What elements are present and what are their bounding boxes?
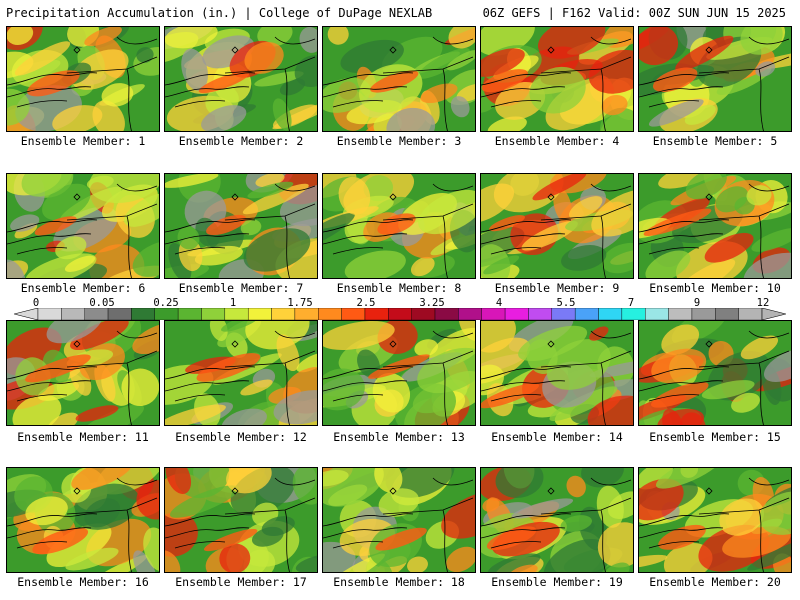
colorbar-tick-label: 1 xyxy=(229,297,237,309)
ensemble-member-label: Ensemble Member: 12 xyxy=(175,430,307,444)
colorbar-swatch xyxy=(668,308,693,320)
colorbar-swatch xyxy=(434,308,459,320)
colorbar-swatch xyxy=(621,308,646,320)
ensemble-member-map xyxy=(638,26,792,132)
ensemble-member-label: Ensemble Member: 16 xyxy=(17,575,149,589)
ensemble-member-map xyxy=(164,26,318,132)
colorbar-swatch xyxy=(131,308,155,320)
colorbar-swatch xyxy=(318,308,342,320)
ensemble-member-label: Ensemble Member: 20 xyxy=(649,575,781,589)
ensemble-member-label: Ensemble Member: 4 xyxy=(494,134,620,148)
ensemble-member-map xyxy=(164,467,318,573)
ensemble-member-map xyxy=(638,173,792,279)
ensemble-member-label: Ensemble Member: 5 xyxy=(652,134,778,148)
colorbar-swatch xyxy=(481,308,506,320)
ensemble-member-label: Ensemble Member: 13 xyxy=(333,430,465,444)
colorbar-swatch xyxy=(294,308,319,320)
colorbar-tick-label: 3.25 xyxy=(419,297,445,309)
colorbar-tick-label: 0.05 xyxy=(89,297,115,309)
colorbar-swatch xyxy=(551,308,576,320)
colorbar-tick-label: 5.5 xyxy=(556,297,576,309)
colorbar-swatch xyxy=(247,308,272,320)
ensemble-member-map xyxy=(6,173,160,279)
colorbar-swatch xyxy=(61,308,85,320)
ensemble-member-map xyxy=(164,320,318,426)
colorbar-swatch xyxy=(224,308,249,320)
model-run-info: 06Z GEFS | F162 Valid: 00Z SUN JUN 15 20… xyxy=(482,6,786,20)
ensemble-member-label: Ensemble Member: 9 xyxy=(494,281,620,295)
ensemble-member-label: Ensemble Member: 14 xyxy=(491,430,623,444)
colorbar-swatch xyxy=(574,308,599,320)
colorbar-tick-label: 0.25 xyxy=(153,297,179,309)
colorbar-swatch xyxy=(107,308,132,320)
ensemble-member-label: Ensemble Member: 8 xyxy=(336,281,462,295)
colorbar-swatch xyxy=(458,308,482,320)
colorbar-swatch xyxy=(504,308,529,320)
colorbar-swatch xyxy=(364,308,389,320)
ensemble-member-map xyxy=(6,467,160,573)
ensemble-member-map xyxy=(480,173,634,279)
ensemble-member-label: Ensemble Member: 11 xyxy=(17,430,149,444)
ensemble-member-label: Ensemble Member: 18 xyxy=(333,575,465,589)
precipitation-colorbar xyxy=(14,308,786,320)
colorbar-tick-label: 0 xyxy=(32,297,40,309)
ensemble-member-label: Ensemble Member: 17 xyxy=(175,575,307,589)
colorbar-swatch xyxy=(715,308,739,320)
colorbar-swatch xyxy=(691,308,716,320)
colorbar-tick-label: 2.5 xyxy=(356,297,376,309)
colorbar-tick-label: 12 xyxy=(756,297,770,309)
ensemble-member-map xyxy=(6,26,160,132)
colorbar-swatch xyxy=(598,308,623,320)
ensemble-member-map xyxy=(6,320,160,426)
ensemble-member-label: Ensemble Member: 15 xyxy=(649,430,781,444)
colorbar-tick-label: 9 xyxy=(693,297,701,309)
ensemble-member-map xyxy=(322,320,476,426)
colorbar-swatch xyxy=(528,308,553,320)
colorbar-swatch xyxy=(411,308,436,320)
colorbar-tick-label: 1.75 xyxy=(287,297,313,309)
colorbar-tick-label: 7 xyxy=(627,297,635,309)
ensemble-member-map xyxy=(480,320,634,426)
ensemble-member-map xyxy=(480,26,634,132)
ensemble-member-map xyxy=(322,26,476,132)
ensemble-member-label: Ensemble Member: 3 xyxy=(336,134,462,148)
ensemble-member-map xyxy=(480,467,634,573)
ensemble-member-label: Ensemble Member: 7 xyxy=(178,281,304,295)
map-title: Precipitation Accumulation (in.) | Colle… xyxy=(6,6,433,20)
ensemble-member-label: Ensemble Member: 19 xyxy=(491,575,623,589)
ensemble-member-map xyxy=(322,173,476,279)
ensemble-member-map xyxy=(322,467,476,573)
colorbar-swatch xyxy=(37,308,62,320)
ensemble-member-label: Ensemble Member: 2 xyxy=(178,134,304,148)
ensemble-member-map xyxy=(638,467,792,573)
ensemble-member-label: Ensemble Member: 10 xyxy=(649,281,781,295)
colorbar-swatch xyxy=(738,308,763,320)
colorbar-swatch xyxy=(84,308,109,320)
ensemble-member-label: Ensemble Member: 6 xyxy=(20,281,146,295)
colorbar-swatch xyxy=(201,308,226,320)
colorbar-swatch xyxy=(177,308,202,320)
colorbar-swatch xyxy=(154,308,179,320)
colorbar-swatch xyxy=(271,308,296,320)
colorbar-swatch xyxy=(645,308,669,320)
colorbar-swatch xyxy=(341,308,366,320)
colorbar-swatch xyxy=(388,308,412,320)
colorbar-tick-label: 4 xyxy=(495,297,503,309)
ensemble-member-label: Ensemble Member: 1 xyxy=(20,134,146,148)
ensemble-member-map xyxy=(164,173,318,279)
ensemble-member-map xyxy=(638,320,792,426)
